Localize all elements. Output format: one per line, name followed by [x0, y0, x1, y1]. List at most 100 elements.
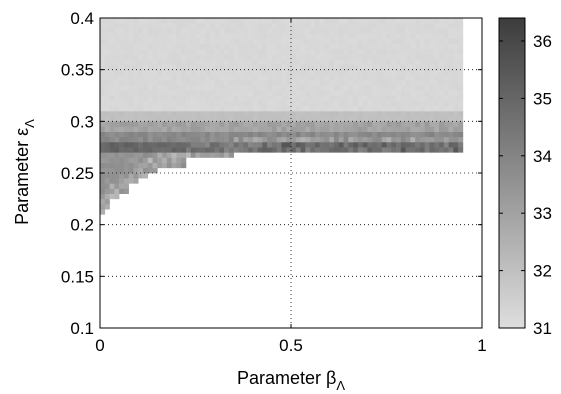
- heatmap-cell: [233, 18, 239, 24]
- heatmap-cell: [415, 100, 421, 107]
- heatmap-cell: [367, 69, 373, 76]
- heatmap-cell: [348, 131, 354, 138]
- heatmap-cell: [200, 136, 206, 143]
- heatmap-cell: [434, 49, 440, 55]
- heatmap-cell: [367, 136, 373, 143]
- heatmap-cell: [257, 126, 263, 132]
- heatmap-cell: [119, 95, 125, 101]
- heatmap-cell: [252, 28, 258, 34]
- heatmap-cell: [439, 131, 445, 138]
- heatmap-cell: [104, 204, 110, 210]
- heatmap-cell: [295, 90, 301, 96]
- heatmap-cell: [142, 126, 149, 132]
- x-tick-label: 0.5: [279, 336, 303, 355]
- heatmap-cell: [114, 38, 120, 45]
- heatmap-cell: [353, 64, 359, 70]
- heatmap-cell: [319, 64, 325, 70]
- heatmap-cell: [195, 85, 201, 91]
- heatmap-cell: [271, 142, 277, 148]
- heatmap-cell: [391, 43, 397, 50]
- heatmap-cell: [257, 64, 263, 70]
- heatmap-cell: [123, 38, 129, 45]
- x-axis-label-sub: Λ: [336, 378, 345, 393]
- heatmap-cell: [176, 49, 182, 55]
- heatmap-cell: [133, 142, 139, 148]
- heatmap-cell: [243, 33, 249, 39]
- heatmap-cell: [300, 64, 306, 70]
- heatmap-cell: [386, 69, 392, 76]
- heatmap-cell: [314, 33, 320, 39]
- heatmap-cell: [176, 121, 182, 127]
- heatmap-cell: [171, 147, 177, 153]
- heatmap-cell: [190, 121, 196, 127]
- heatmap-cell: [372, 126, 378, 132]
- heatmap-cell: [114, 173, 120, 179]
- heatmap-cell: [367, 38, 373, 45]
- heatmap-cell: [138, 121, 144, 127]
- heatmap-cell: [166, 33, 172, 39]
- heatmap-cell: [343, 54, 349, 60]
- heatmap-cell: [257, 38, 263, 45]
- heatmap-cell: [357, 69, 363, 76]
- heatmap-cell: [176, 136, 182, 143]
- heatmap-cell: [338, 43, 344, 50]
- heatmap-cell: [243, 28, 249, 34]
- heatmap-cell: [205, 43, 211, 50]
- heatmap-cell: [142, 136, 149, 143]
- heatmap-cell: [171, 80, 177, 86]
- heatmap-cell: [152, 59, 158, 65]
- heatmap-cell: [305, 90, 311, 96]
- heatmap-cell: [362, 38, 368, 45]
- heatmap-cell: [147, 126, 153, 132]
- heatmap-cell: [152, 126, 158, 132]
- heatmap-cell: [138, 18, 144, 24]
- heatmap-cell: [262, 74, 268, 81]
- heatmap-cell: [295, 33, 301, 39]
- heatmap-cell: [257, 95, 263, 101]
- heatmap-cell: [162, 105, 168, 112]
- heatmap-cell: [338, 38, 344, 45]
- heatmap-cell: [205, 54, 211, 60]
- heatmap-cell: [128, 136, 134, 143]
- heatmap-cell: [104, 85, 110, 91]
- heatmap-cell: [214, 59, 220, 65]
- heatmap-cell: [367, 80, 373, 86]
- heatmap-cell: [224, 43, 230, 50]
- heatmap-cell: [429, 111, 435, 117]
- heatmap-cell: [286, 126, 292, 132]
- heatmap-cell: [429, 74, 435, 81]
- heatmap-cell: [415, 111, 421, 117]
- heatmap-cell: [324, 43, 330, 50]
- heatmap-cell: [200, 43, 206, 50]
- heatmap-cell: [410, 64, 416, 70]
- heatmap-cell: [104, 178, 110, 184]
- heatmap-cell: [338, 131, 344, 138]
- heatmap-cell: [100, 80, 106, 86]
- heatmap-cell: [157, 18, 163, 24]
- heatmap-cell: [166, 90, 172, 96]
- heatmap-cell: [333, 18, 340, 24]
- heatmap-cell: [257, 18, 263, 24]
- heatmap-cell: [262, 136, 268, 143]
- heatmap-cell: [166, 18, 172, 24]
- heatmap-cell: [262, 116, 268, 122]
- heatmap-cell: [257, 136, 263, 143]
- heatmap-cell: [353, 111, 359, 117]
- heatmap-cell: [367, 59, 373, 65]
- heatmap-cell: [152, 121, 158, 127]
- heatmap-cell: [133, 131, 139, 138]
- heatmap-cell: [300, 28, 306, 34]
- heatmap-cell: [228, 54, 235, 60]
- heatmap-cell: [262, 80, 268, 86]
- heatmap-cell: [267, 100, 273, 107]
- heatmap-cell: [152, 18, 158, 24]
- heatmap-cell: [147, 147, 153, 153]
- heatmap-cell: [338, 80, 344, 86]
- heatmap-cell: [195, 33, 201, 39]
- heatmap-cell: [458, 74, 464, 81]
- heatmap-cell: [109, 18, 115, 24]
- heatmap-cell: [104, 183, 110, 189]
- heatmap-cell: [195, 126, 201, 132]
- heatmap-cell: [276, 28, 282, 34]
- heatmap-cell: [348, 33, 354, 39]
